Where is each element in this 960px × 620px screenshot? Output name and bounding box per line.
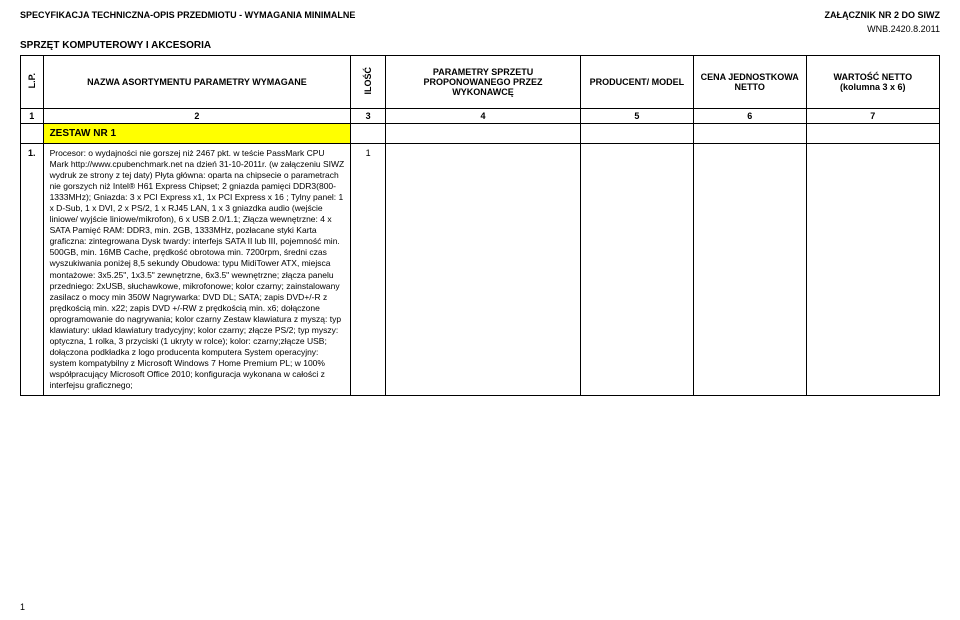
col-unit-price: CENA JEDNOSTKOWA NETTO <box>693 56 806 109</box>
col-lp: L.P. <box>21 56 44 109</box>
spec-table: L.P. NAZWA ASORTYMENTU PARAMETRY WYMAGAN… <box>20 55 940 396</box>
item-row: 1. Procesor: o wydajności nie gorszej ni… <box>21 144 940 396</box>
zestaw-c6 <box>693 124 806 144</box>
col-qty: ILOŚĆ <box>351 56 386 109</box>
item-proposed[interactable] <box>386 144 581 396</box>
zestaw-c7 <box>806 124 939 144</box>
num-4: 4 <box>386 109 581 124</box>
num-3: 3 <box>351 109 386 124</box>
number-row: 1 2 3 4 5 6 7 <box>21 109 940 124</box>
zestaw-c5 <box>580 124 693 144</box>
num-5: 5 <box>580 109 693 124</box>
page-number: 1 <box>20 602 25 612</box>
header-right-top: ZAŁĄCZNIK NR 2 DO SIWZ <box>825 10 941 20</box>
page-header: SPECYFIKACJA TECHNICZNA-OPIS PRZEDMIOTU … <box>20 10 940 20</box>
item-value[interactable] <box>806 144 939 396</box>
col-value: WARTOŚĆ NETTO (kolumna 3 x 6) <box>806 56 939 109</box>
zestaw-label: ZESTAW NR 1 <box>43 124 351 144</box>
zestaw-c3 <box>351 124 386 144</box>
num-6: 6 <box>693 109 806 124</box>
item-unit-price[interactable] <box>693 144 806 396</box>
zestaw-row: ZESTAW NR 1 <box>21 124 940 144</box>
item-lp: 1. <box>21 144 44 396</box>
col-proposed: PARAMETRY SPRZETU PROPONOWANEGO PRZEZ WY… <box>386 56 581 109</box>
item-producer[interactable] <box>580 144 693 396</box>
zestaw-lp <box>21 124 44 144</box>
item-qty: 1 <box>351 144 386 396</box>
item-desc: Procesor: o wydajności nie gorszej niż 2… <box>43 144 351 396</box>
header-row: L.P. NAZWA ASORTYMENTU PARAMETRY WYMAGAN… <box>21 56 940 109</box>
col-producer: PRODUCENT/ MODEL <box>580 56 693 109</box>
zestaw-c4 <box>386 124 581 144</box>
col-name: NAZWA ASORTYMENTU PARAMETRY WYMAGANE <box>43 56 351 109</box>
num-7: 7 <box>806 109 939 124</box>
doc-code: WNB.2420.8.2011 <box>20 24 940 34</box>
header-left: SPECYFIKACJA TECHNICZNA-OPIS PRZEDMIOTU … <box>20 10 355 20</box>
num-1: 1 <box>21 109 44 124</box>
num-2: 2 <box>43 109 351 124</box>
section-title: SPRZĘT KOMPUTEROWY I AKCESORIA <box>20 40 940 51</box>
